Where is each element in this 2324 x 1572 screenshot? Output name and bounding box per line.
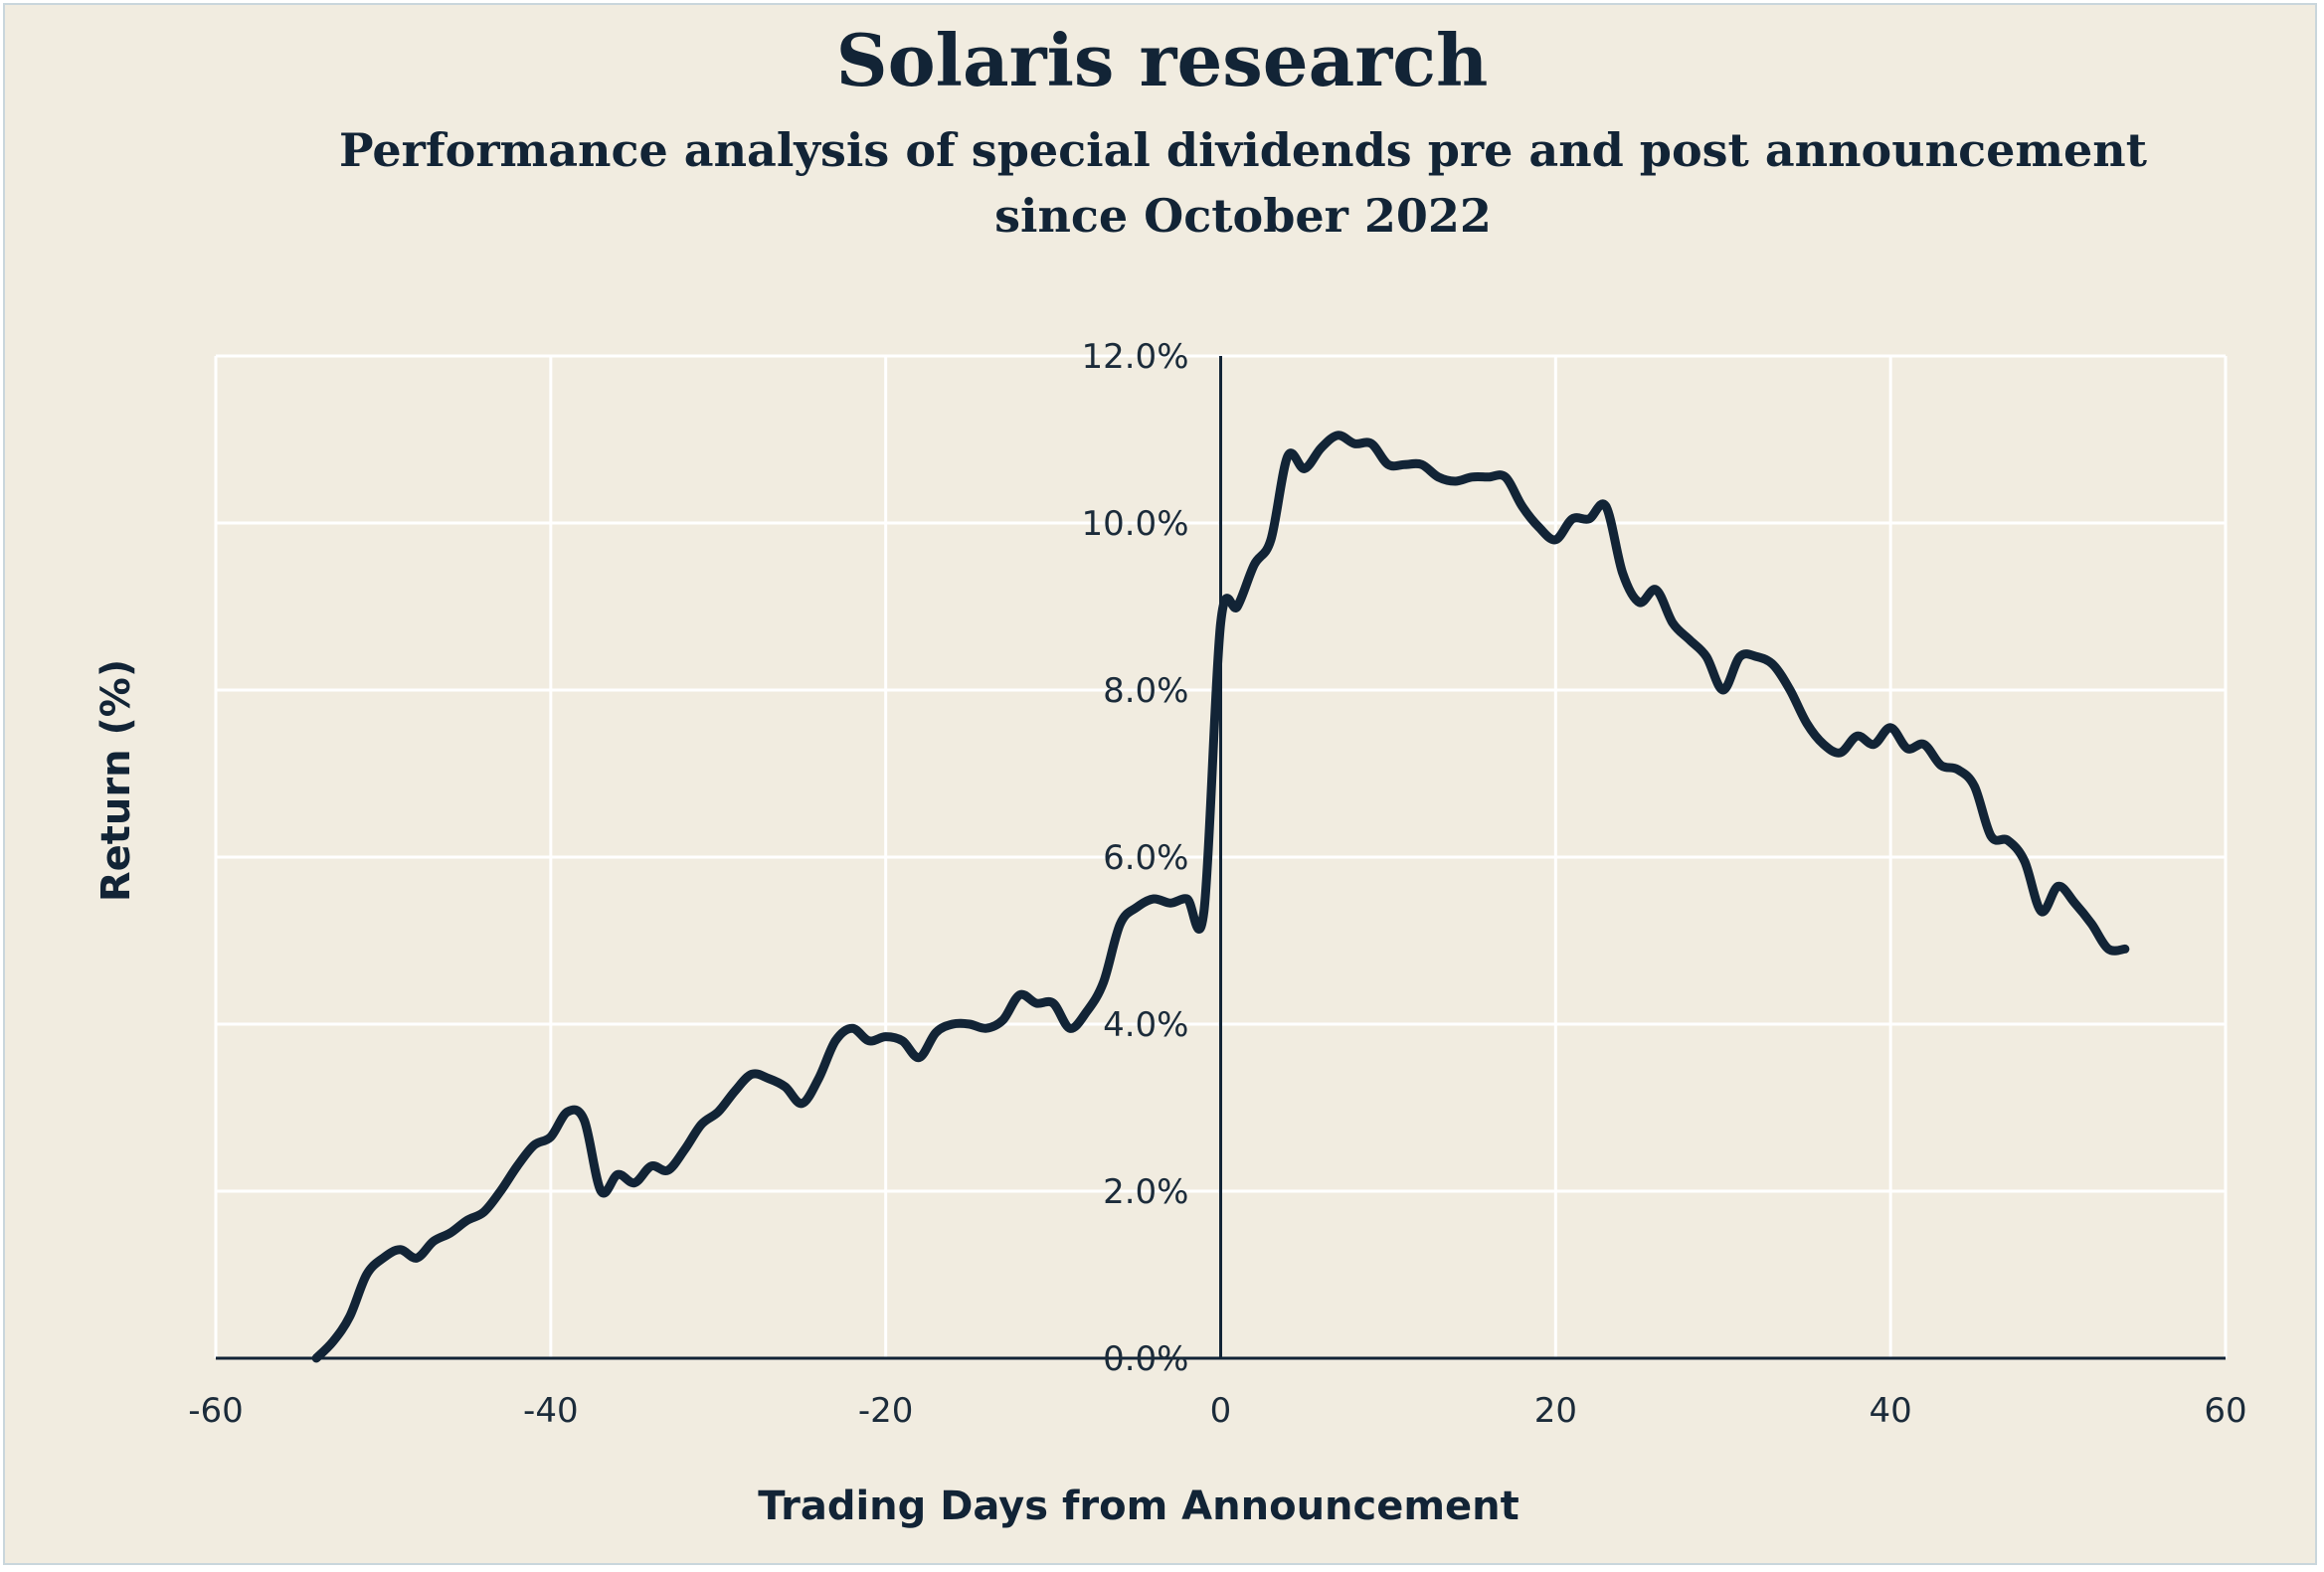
- chart-background: [3, 3, 2317, 1565]
- y-tick-label: 4.0%: [1103, 1005, 1188, 1045]
- chart-title: Solaris research: [835, 18, 1489, 102]
- x-tick-label: -40: [523, 1391, 579, 1431]
- y-tick-label: 12.0%: [1081, 337, 1188, 377]
- series-line-0: [311, 431, 2130, 1363]
- y-tick-label: 0.0%: [1103, 1339, 1188, 1379]
- x-tick-label: 20: [1534, 1391, 1577, 1431]
- y-tick-label: 10.0%: [1081, 504, 1188, 544]
- x-tick-label: -20: [858, 1391, 914, 1431]
- y-tick-label: 8.0%: [1103, 671, 1188, 711]
- x-tick-labels: -60 -40 -20 0 20 40 60: [188, 1391, 2246, 1431]
- series-layer: [311, 431, 2130, 1363]
- x-tick-label: 40: [1870, 1391, 1912, 1431]
- axes: [216, 356, 2226, 1360]
- y-tick-labels: 0.0% 2.0% 4.0% 6.0% 8.0% 10.0% 12.0%: [1081, 337, 1188, 1379]
- chart-subtitle: Performance analysis of special dividend…: [339, 123, 2147, 243]
- x-tick-label: -60: [188, 1391, 244, 1431]
- y-tick-label: 2.0%: [1103, 1172, 1188, 1212]
- y-axis-title: Return (%): [93, 659, 139, 902]
- x-tick-label: 0: [1210, 1391, 1232, 1431]
- y-tick-label: 6.0%: [1103, 838, 1188, 878]
- x-axis-title: Trading Days from Announcement: [758, 1484, 1520, 1529]
- x-tick-label: 60: [2204, 1391, 2246, 1431]
